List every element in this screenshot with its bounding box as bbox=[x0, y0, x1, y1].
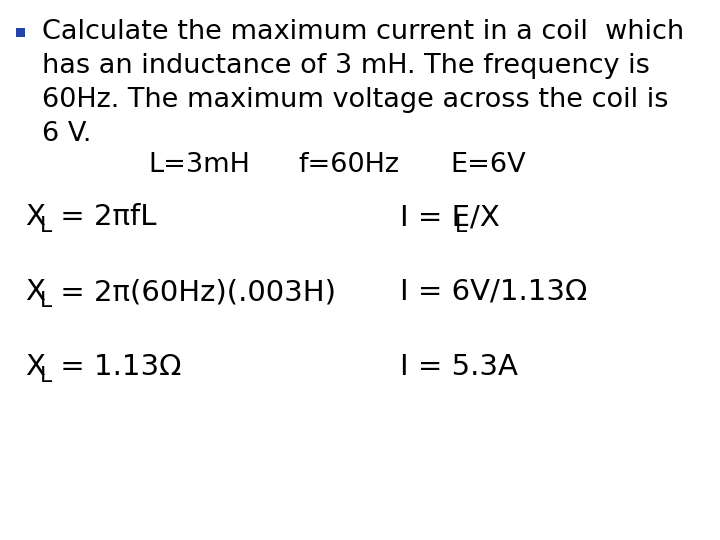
Text: L: L bbox=[455, 217, 467, 237]
Text: L: L bbox=[40, 366, 53, 386]
Text: I = 6V/1.13Ω: I = 6V/1.13Ω bbox=[400, 278, 588, 306]
Text: X: X bbox=[25, 203, 45, 231]
Text: L: L bbox=[40, 217, 53, 237]
Text: = 2π(60Hz)(.003H): = 2π(60Hz)(.003H) bbox=[51, 278, 336, 306]
Bar bbox=[16, 28, 24, 37]
Text: has an inductance of 3 mH. The frequency is: has an inductance of 3 mH. The frequency… bbox=[42, 53, 650, 79]
Text: f=60Hz: f=60Hz bbox=[298, 152, 399, 178]
Text: X: X bbox=[25, 353, 45, 381]
Text: 60Hz. The maximum voltage across the coil is: 60Hz. The maximum voltage across the coi… bbox=[42, 87, 668, 113]
Text: = 1.13Ω: = 1.13Ω bbox=[51, 353, 181, 381]
Text: I = E/X: I = E/X bbox=[400, 203, 500, 231]
Text: 6 V.: 6 V. bbox=[42, 121, 91, 147]
Text: X: X bbox=[25, 278, 45, 306]
Text: L: L bbox=[40, 292, 53, 312]
Text: L=3mH: L=3mH bbox=[148, 152, 250, 178]
Text: I = 5.3A: I = 5.3A bbox=[400, 353, 518, 381]
Text: E=6V: E=6V bbox=[450, 152, 526, 178]
Text: = 2πfL: = 2πfL bbox=[51, 203, 156, 231]
Text: Calculate the maximum current in a coil  which: Calculate the maximum current in a coil … bbox=[42, 19, 684, 45]
